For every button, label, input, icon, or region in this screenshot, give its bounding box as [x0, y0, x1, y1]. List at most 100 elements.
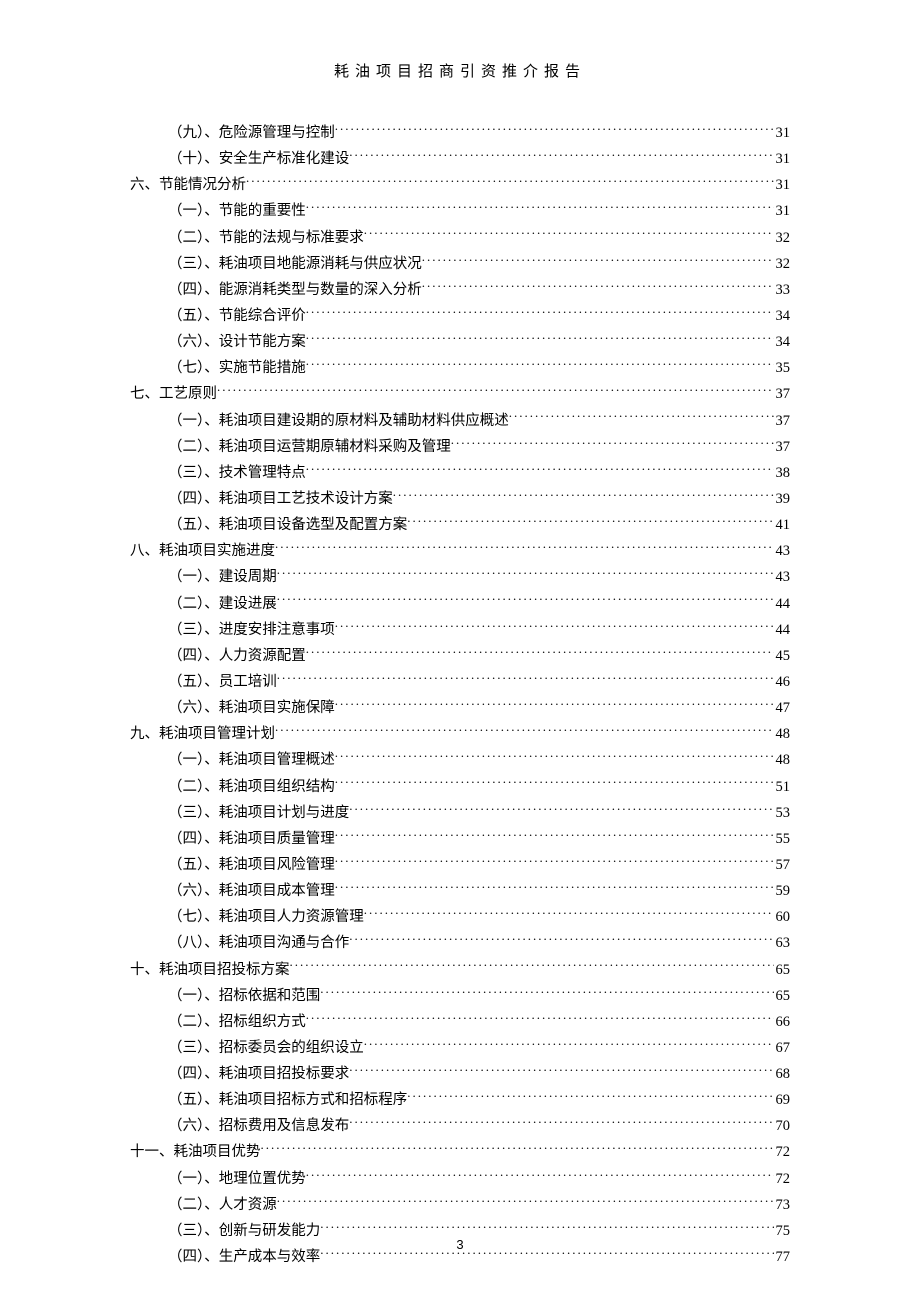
toc-row: （二）、节能的法规与标准要求32: [130, 226, 790, 251]
toc-page-number: 57: [774, 853, 791, 878]
toc-leader-dots: [306, 645, 774, 660]
toc-label: （一）、耗油项目建设期的原材料及辅助材料供应概述: [168, 409, 509, 434]
toc-page-number: 63: [774, 931, 791, 956]
toc-label: （二）、节能的法规与标准要求: [168, 226, 364, 251]
toc-leader-dots: [349, 149, 773, 164]
toc-row: （七）、实施节能措施35: [130, 356, 790, 381]
toc-row: （四）、人力资源配置45: [130, 644, 790, 669]
toc-leader-dots: [261, 1142, 774, 1157]
toc-leader-dots: [306, 462, 774, 477]
toc-page-number: 44: [774, 592, 791, 617]
toc-row: （五）、节能综合评价 34: [130, 304, 790, 329]
toc-label: （五）、耗油项目风险管理: [168, 853, 335, 878]
toc-row: （一）、招标依据和范围65: [130, 984, 790, 1009]
toc-row: （六）、设计节能方案34: [130, 330, 790, 355]
toc-label: （十）、安全生产标准化建设: [168, 147, 349, 172]
toc-page-number: 45: [774, 644, 791, 669]
toc-leader-dots: [335, 619, 774, 634]
toc-leader-dots: [349, 933, 773, 948]
toc-row: （十）、安全生产标准化建设 31: [130, 147, 790, 172]
toc-label: （四）、耗油项目招投标要求: [168, 1062, 349, 1087]
toc-row: 十一、耗油项目优势 72: [130, 1140, 790, 1165]
toc-row: （三）、技术管理特点 38: [130, 461, 790, 486]
toc-label: （六）、耗油项目成本管理: [168, 879, 335, 904]
toc-label: （五）、员工培训: [168, 670, 277, 695]
toc-leader-dots: [335, 881, 774, 896]
toc-label: （一）、节能的重要性: [168, 199, 306, 224]
toc-page-number: 46: [774, 670, 791, 695]
toc-label: （二）、耗油项目运营期原辅材料采购及管理: [168, 435, 451, 460]
toc-page-number: 41: [774, 513, 791, 538]
toc-row: （一）、耗油项目管理概述48: [130, 748, 790, 773]
toc-leader-dots: [349, 1064, 773, 1079]
toc-leader-dots: [277, 567, 774, 582]
toc-label: （五）、耗油项目招标方式和招标程序: [168, 1088, 407, 1113]
toc-leader-dots: [306, 332, 774, 347]
toc-leader-dots: [320, 985, 773, 1000]
toc-label: （九）、危险源管理与控制: [168, 121, 335, 146]
toc-label: （三）、招标委员会的组织设立: [168, 1036, 364, 1061]
toc-row: （二）、建设进展 44: [130, 592, 790, 617]
toc-label: （一）、地理位置优势: [168, 1167, 306, 1192]
toc-row: （一）、耗油项目建设期的原材料及辅助材料供应概述37: [130, 409, 790, 434]
toc-leader-dots: [364, 227, 774, 242]
toc-row: （五）、耗油项目风险管理 57: [130, 853, 790, 878]
toc-page-number: 69: [774, 1088, 791, 1113]
toc-row: （一）、节能的重要性31: [130, 199, 790, 224]
page-number: 3: [0, 1237, 920, 1252]
toc-page-number: 34: [774, 304, 791, 329]
toc-page-number: 33: [774, 278, 791, 303]
toc-leader-dots: [217, 384, 774, 399]
toc-page-number: 70: [774, 1114, 791, 1139]
toc-label: （三）、耗油项目计划与进度: [168, 801, 349, 826]
toc-label: （二）、建设进展: [168, 592, 277, 617]
toc-row: （五）、耗油项目设备选型及配置方案41: [130, 513, 790, 538]
toc-leader-dots: [335, 828, 774, 843]
toc-row: （九）、危险源管理与控制31: [130, 121, 790, 146]
toc-leader-dots: [509, 410, 774, 425]
toc-leader-dots: [277, 671, 774, 686]
toc-row: （六）、招标费用及信息发布70: [130, 1114, 790, 1139]
toc-page-number: 47: [774, 696, 791, 721]
toc-leader-dots: [306, 201, 774, 216]
toc-page-number: 72: [774, 1140, 791, 1165]
toc-label: （六）、耗油项目实施保障: [168, 696, 335, 721]
toc-leader-dots: [306, 305, 774, 320]
toc-page-number: 55: [774, 827, 791, 852]
toc-leader-dots: [335, 698, 774, 713]
toc-label: （四）、耗油项目工艺技术设计方案: [168, 487, 393, 512]
toc-row: （六）、耗油项目实施保障 47: [130, 696, 790, 721]
toc-label: （二）、耗油项目组织结构: [168, 775, 335, 800]
toc-page-number: 43: [774, 539, 791, 564]
toc-page-number: 48: [774, 722, 791, 747]
toc-row: （三）、耗油项目计划与进度53: [130, 801, 790, 826]
toc-page-number: 38: [774, 461, 791, 486]
toc-page-number: 60: [774, 905, 791, 930]
toc-page-number: 43: [774, 565, 791, 590]
toc-label: 七、工艺原则: [130, 382, 217, 407]
toc-label: （三）、进度安排注意事项: [168, 618, 335, 643]
toc-label: （六）、设计节能方案: [168, 330, 306, 355]
toc-page-number: 32: [774, 252, 791, 277]
toc-label: （三）、技术管理特点: [168, 461, 306, 486]
toc-page-number: 48: [774, 748, 791, 773]
toc-row: （四）、耗油项目质量管理55: [130, 827, 790, 852]
toc-leader-dots: [290, 959, 774, 974]
toc-label: （三）、耗油项目地能源消耗与供应状况: [168, 252, 422, 277]
toc-label: 十一、耗油项目优势: [130, 1140, 261, 1165]
toc-leader-dots: [306, 358, 774, 373]
toc-leader-dots: [306, 1168, 774, 1183]
toc-leader-dots: [407, 515, 773, 530]
toc-label: （五）、节能综合评价: [168, 304, 306, 329]
toc-row: （三）、招标委员会的组织设立67: [130, 1036, 790, 1061]
toc-leader-dots: [364, 1037, 774, 1052]
toc-leader-dots: [335, 776, 774, 791]
toc-page-number: 31: [774, 173, 791, 198]
toc-page-number: 31: [774, 147, 791, 172]
toc-row: （二）、耗油项目运营期原辅材料采购及管理37: [130, 435, 790, 460]
table-of-contents: （九）、危险源管理与控制31（十）、安全生产标准化建设31六、节能情况分析31（…: [130, 121, 790, 1270]
toc-row: （八）、耗油项目沟通与合作63: [130, 931, 790, 956]
page-header-title: 耗油项目招商引资推介报告: [130, 60, 790, 81]
toc-page-number: 73: [774, 1193, 791, 1218]
toc-row: （一）、建设周期43: [130, 565, 790, 590]
